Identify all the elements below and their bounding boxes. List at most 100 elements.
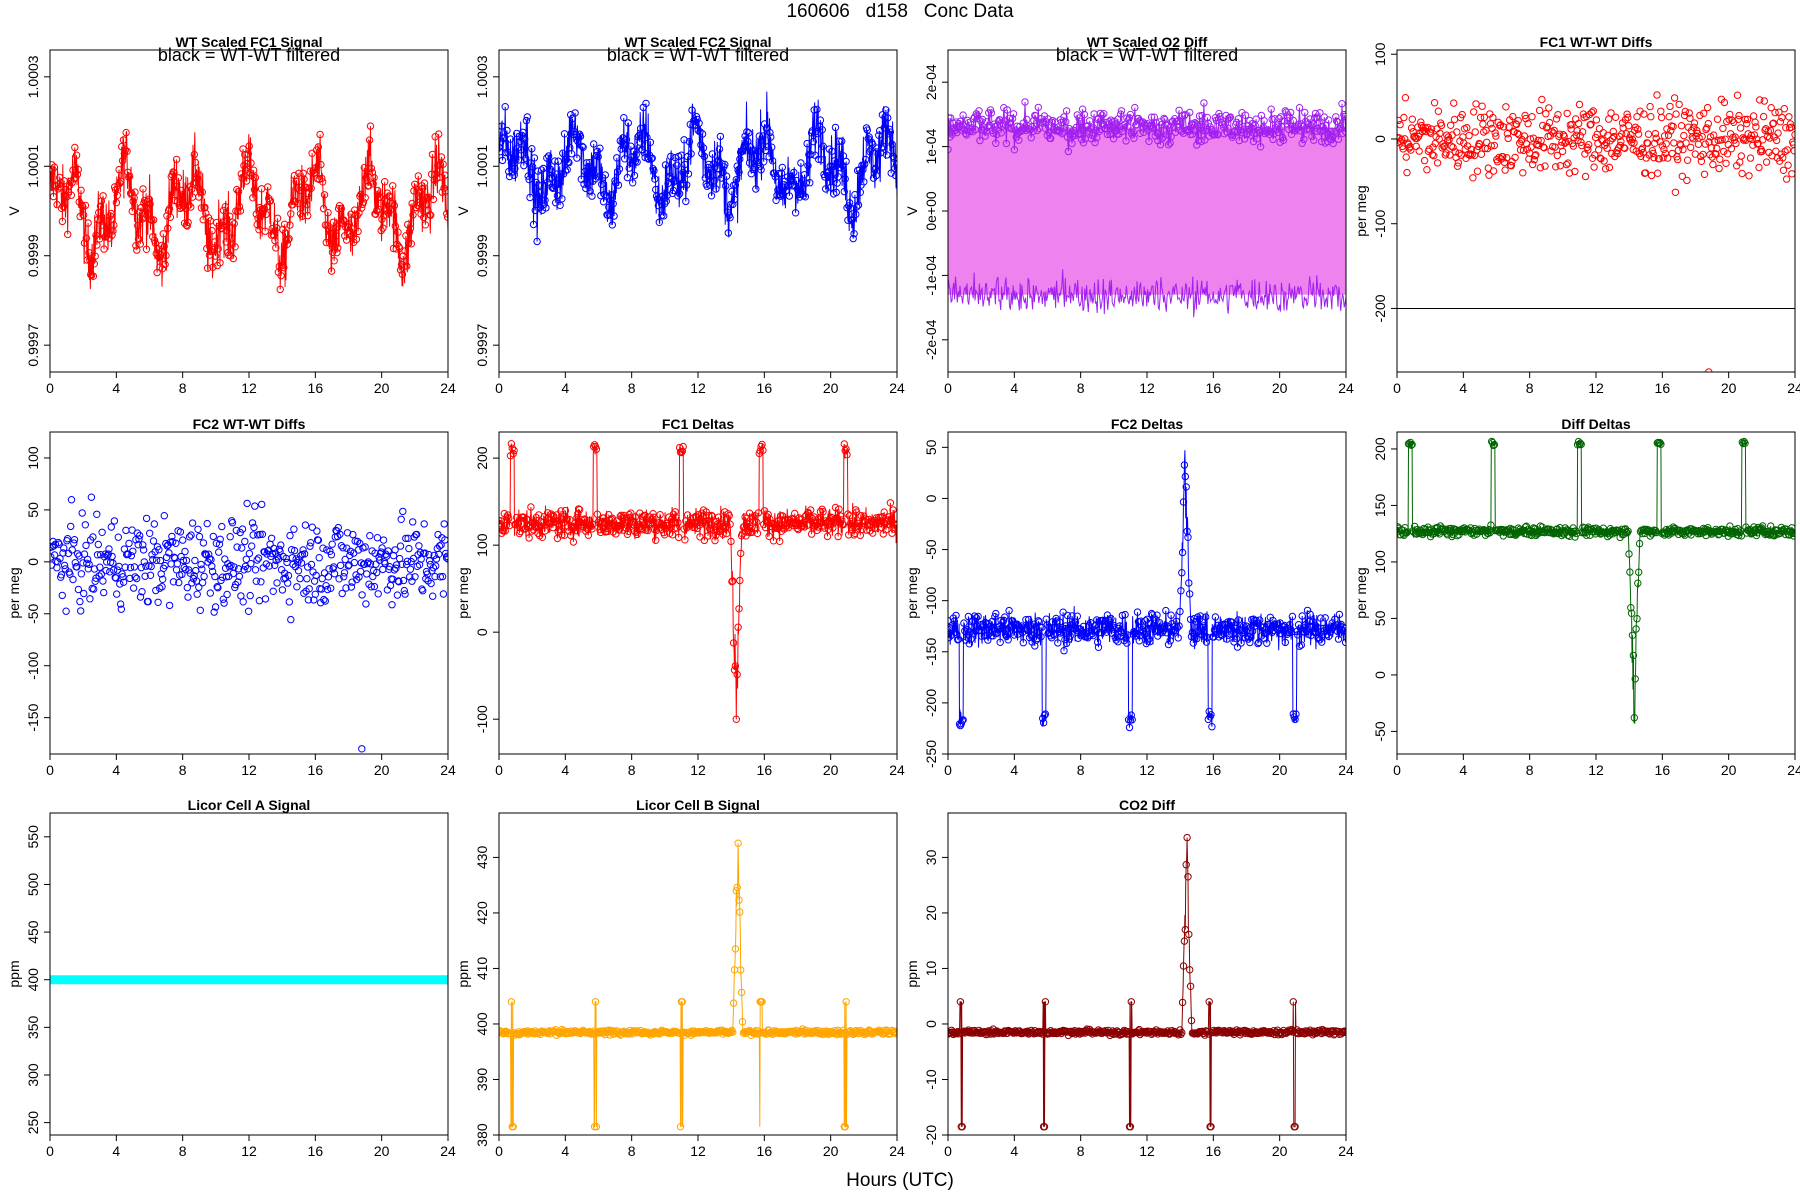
data-point [958,1123,966,1131]
data-point [1136,129,1144,138]
data-point [1300,135,1308,144]
data-point [581,515,589,523]
data-point [729,639,738,647]
data-point [1288,612,1297,621]
data-point [198,188,207,196]
data-point [1677,122,1686,130]
data-point [1607,109,1615,117]
data-point [1232,625,1240,633]
data-point [1079,139,1088,147]
data-point [744,519,752,527]
data-point [558,195,566,203]
y-axis-label: ppm [904,960,920,987]
data-point [652,536,660,544]
data-point [669,186,678,195]
data-point [725,512,733,520]
y-tick-label: 50 [25,502,41,518]
data-point [1287,628,1296,636]
data-point [1487,521,1495,529]
data-point [1723,150,1732,158]
data-point [1178,569,1186,577]
data-point [232,526,241,535]
data-point [114,533,123,541]
data-point [229,569,238,578]
data-point [1545,118,1554,127]
data-point [733,883,741,892]
data-point [1759,112,1768,121]
data-point [1420,156,1429,165]
data-point [257,578,265,586]
data-point [884,130,893,138]
data-point [315,554,323,562]
data-point [187,531,195,539]
data-point [644,526,652,535]
data-point [1247,131,1255,139]
data-point [149,537,158,545]
data-point [813,105,821,114]
data-point [592,151,601,160]
data-point [588,525,596,533]
x-tick-label: 16 [1206,1143,1222,1159]
data-point [695,119,703,127]
data-point [844,216,852,224]
data-point [328,540,336,548]
data-point [1125,723,1134,732]
data-point [962,633,971,641]
data-point [1303,606,1312,615]
data-point [674,192,682,200]
data-point [671,153,679,162]
data-point [331,224,339,232]
data-point [1447,121,1455,130]
data-point [706,181,714,189]
data-point [860,178,868,186]
data-point [1663,125,1671,133]
data-point [199,216,207,224]
panel-title: WT Scaled FC1 Signal [175,34,322,50]
data-point [1553,151,1562,160]
data-point [745,129,753,137]
data-point [213,583,221,591]
data-point [1005,606,1013,615]
data-point [439,160,447,168]
data-point [334,244,342,252]
data-point [320,569,329,577]
data-point [960,619,968,627]
data-point [1465,131,1473,140]
data-point [1235,136,1244,145]
data-point [765,532,773,540]
data-point [1281,107,1290,115]
data-point [843,450,851,459]
panel-title: WT Scaled FC2 Signal [624,34,771,50]
data-point [613,521,622,530]
legend-text: black = WT-WT filtered [158,45,340,65]
data-point [1327,135,1336,144]
data-point [300,550,309,558]
data-point [1160,114,1168,123]
data-point [855,522,864,530]
data-point [1124,631,1132,639]
data-point [1233,643,1242,651]
x-tick-label: 4 [561,1143,569,1159]
data-point [1062,107,1071,115]
data-point [1720,147,1728,156]
data-point [806,179,814,187]
data-point [504,148,512,156]
data-point [190,150,199,159]
data-point [1340,110,1346,119]
data-point [389,182,397,190]
data-point [681,536,689,544]
data-point [1707,144,1716,152]
data-point [1471,128,1479,136]
data-point [211,252,220,260]
data-point [678,998,686,1006]
data-point [1103,130,1112,139]
data-point [1261,629,1269,638]
data-point [540,200,548,208]
data-point [366,560,375,568]
data-point [761,523,770,532]
data-point [168,532,176,541]
data-point [271,236,279,245]
data-point [869,140,877,149]
y-axis-label: ppm [6,960,22,987]
data-point [1009,110,1018,118]
